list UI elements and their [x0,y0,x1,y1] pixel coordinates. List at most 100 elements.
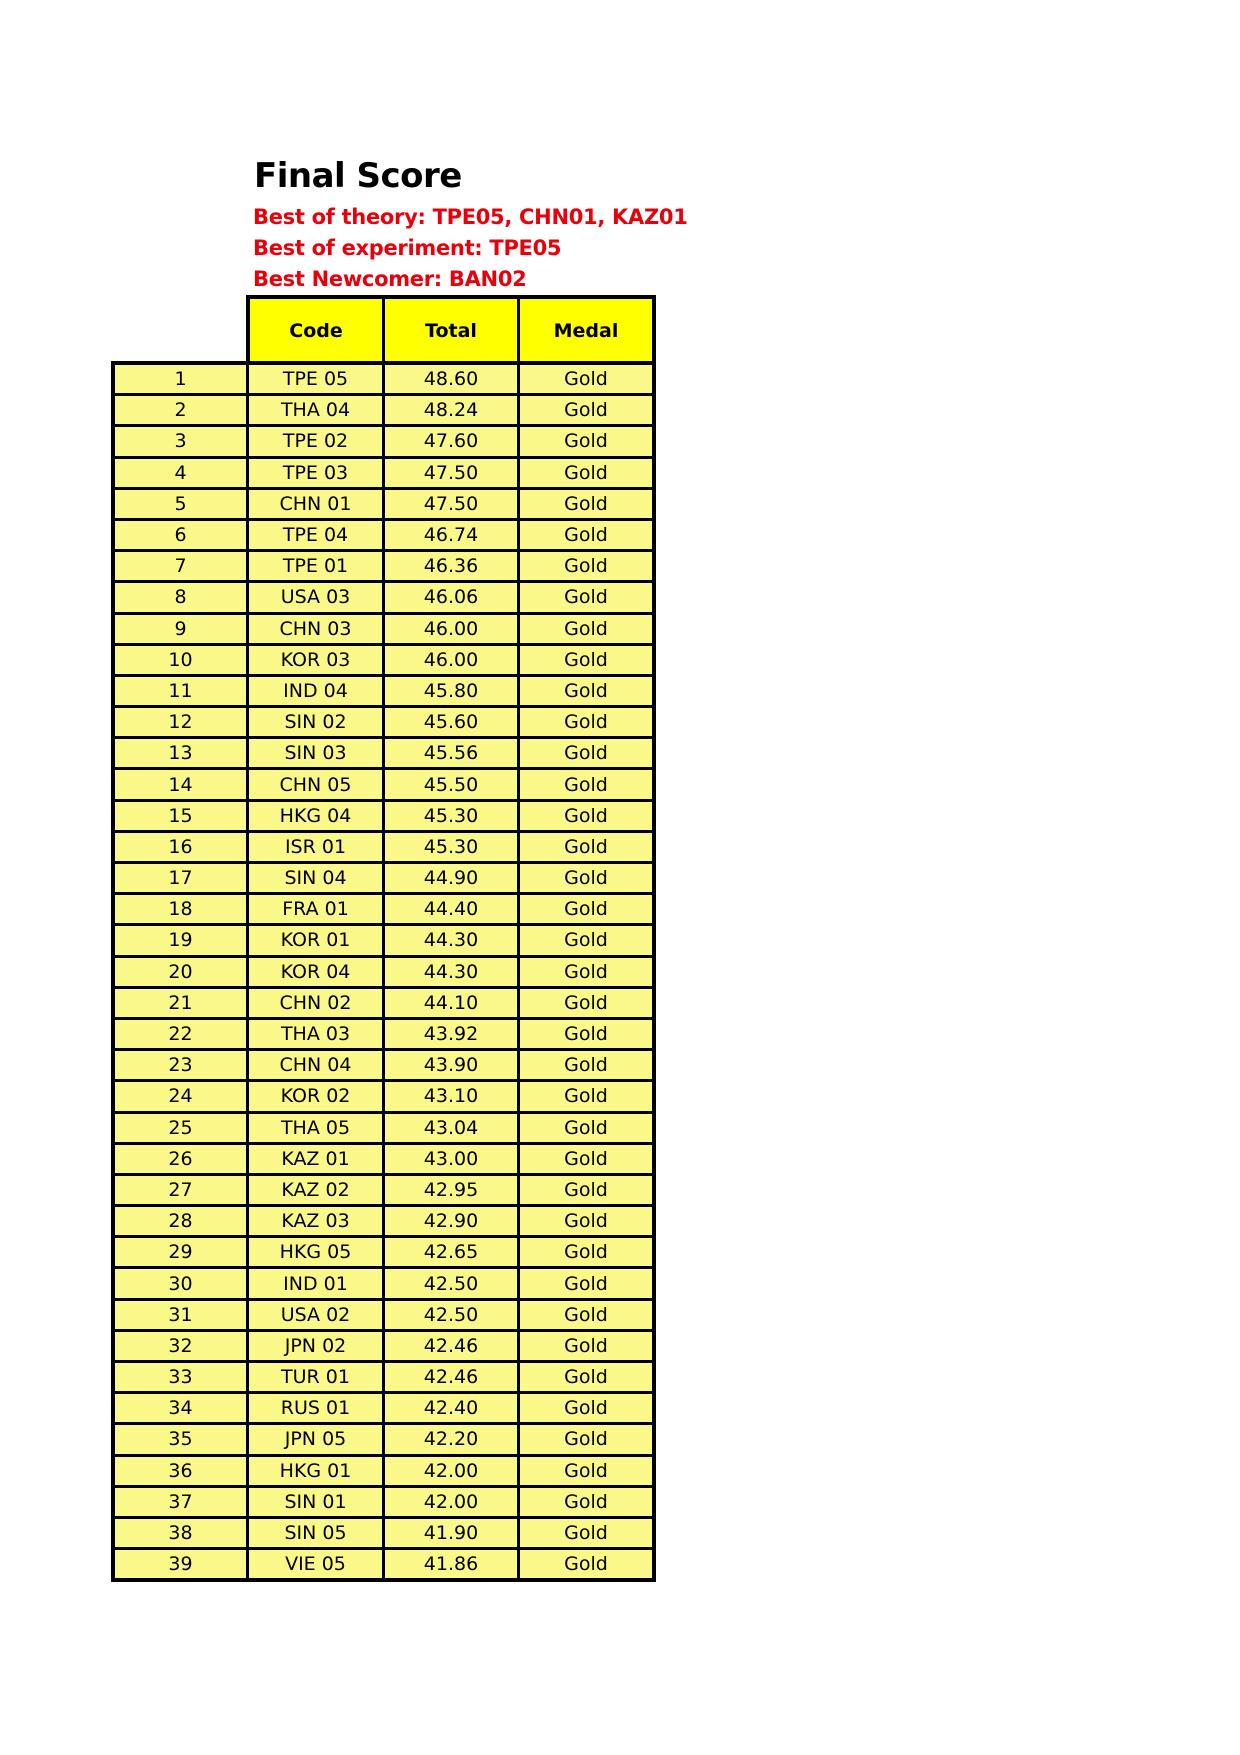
medal-cell: Gold [520,1331,652,1360]
medal-cell: Gold [520,1518,652,1548]
score-table: 1 TPE 05 48.60 Gold 2 THA 04 48.24 Gold 3 TPE 02 4… [111,361,656,1583]
code-cell: HKG 05 [249,1238,382,1267]
medal-cell: Gold [520,520,652,550]
code-cell: CHN 01 [249,489,382,518]
medal-cell: Gold [520,458,652,487]
code-cell: KAZ 02 [249,1175,382,1205]
total-cell: 48.24 [385,396,517,425]
rank-cell: 37 [115,1487,246,1516]
code-cell: CHN 05 [249,770,382,799]
total-cell: 45.30 [385,801,517,830]
rank-cell: 19 [115,926,246,955]
code-cell: KOR 04 [249,957,382,986]
total-cell: 45.56 [385,739,517,768]
rank-cell: 8 [115,583,246,612]
total-cell: 44.90 [385,864,517,893]
table-row: 1 TPE 05 48.60 Gold [115,365,652,394]
table-row: 20 KOR 04 44.30 Gold [115,957,652,986]
code-cell: TPE 04 [249,520,382,550]
total-cell: 44.40 [385,895,517,924]
medal-cell: Gold [520,1175,652,1205]
total-cell: 47.50 [385,458,517,487]
rank-cell: 39 [115,1550,246,1579]
rank-cell: 38 [115,1518,246,1548]
total-cell: 46.00 [385,614,517,643]
medal-cell: Gold [520,552,652,581]
table-row: 37 SIN 01 42.00 Gold [115,1487,652,1516]
table-row: 16 ISR 01 45.30 Gold [115,832,652,861]
medal-cell: Gold [520,1550,652,1579]
rank-cell: 1 [115,365,246,394]
medal-cell: Gold [520,708,652,737]
medal-cell: Gold [520,988,652,1017]
code-cell: SIN 02 [249,708,382,737]
medal-cell: Gold [520,1082,652,1111]
medal-cell: Gold [520,583,652,612]
code-cell: IND 01 [249,1269,382,1298]
medal-cell: Gold [520,832,652,861]
medal-cell: Gold [520,1019,652,1049]
total-cell: 43.10 [385,1082,517,1111]
table-row: 2 THA 04 48.24 Gold [115,396,652,425]
code-cell: JPN 05 [249,1425,382,1454]
total-cell: 46.74 [385,520,517,550]
table-row: 23 CHN 04 43.90 Gold [115,1051,652,1080]
total-cell: 44.30 [385,926,517,955]
rank-cell: 6 [115,520,246,550]
code-cell: USA 02 [249,1300,382,1329]
rank-cell: 20 [115,957,246,986]
rank-cell: 3 [115,427,246,456]
table-row: 7 TPE 01 46.36 Gold [115,552,652,581]
code-cell: SIN 01 [249,1487,382,1516]
total-cell: 43.92 [385,1019,517,1049]
code-cell: SIN 03 [249,739,382,768]
medal-cell: Gold [520,676,652,706]
table-row: 30 IND 01 42.50 Gold [115,1269,652,1298]
total-cell: 42.50 [385,1269,517,1298]
table-row: 9 CHN 03 46.00 Gold [115,614,652,643]
table-row: 6 TPE 04 46.74 Gold [115,520,652,550]
rank-cell: 12 [115,708,246,737]
column-header-code: Code [250,299,382,363]
table-row: 13 SIN 03 45.56 Gold [115,739,652,768]
rank-cell: 4 [115,458,246,487]
medal-cell: Gold [520,645,652,674]
code-cell: TUR 01 [249,1363,382,1392]
medal-cell: Gold [520,801,652,830]
total-cell: 45.80 [385,676,517,706]
code-cell: SIN 04 [249,864,382,893]
table-row: 33 TUR 01 42.46 Gold [115,1363,652,1392]
medal-cell: Gold [520,1456,652,1485]
rank-cell: 21 [115,988,246,1017]
rank-cell: 26 [115,1144,246,1173]
rank-cell: 2 [115,396,246,425]
award-theory: Best of theory: TPE05, CHN01, KAZ01 [253,205,688,229]
table-row: 18 FRA 01 44.40 Gold [115,895,652,924]
rank-cell: 17 [115,864,246,893]
rank-cell: 25 [115,1113,246,1142]
total-cell: 42.00 [385,1456,517,1485]
code-cell: USA 03 [249,583,382,612]
table-row: 5 CHN 01 47.50 Gold [115,489,652,518]
total-cell: 42.95 [385,1175,517,1205]
table-row: 25 THA 05 43.04 Gold [115,1113,652,1142]
code-cell: CHN 03 [249,614,382,643]
table-row: 28 KAZ 03 42.90 Gold [115,1207,652,1236]
rank-cell: 16 [115,832,246,861]
total-cell: 44.10 [385,988,517,1017]
code-cell: FRA 01 [249,895,382,924]
code-cell: KOR 01 [249,926,382,955]
medal-cell: Gold [520,1363,652,1392]
rank-cell: 10 [115,645,246,674]
table-row: 4 TPE 03 47.50 Gold [115,458,652,487]
rank-cell: 24 [115,1082,246,1111]
rank-cell: 18 [115,895,246,924]
table-row: 26 KAZ 01 43.00 Gold [115,1144,652,1173]
table-row: 36 HKG 01 42.00 Gold [115,1456,652,1485]
table-row: 12 SIN 02 45.60 Gold [115,708,652,737]
code-cell: TPE 01 [249,552,382,581]
total-cell: 47.50 [385,489,517,518]
total-cell: 42.46 [385,1363,517,1392]
code-cell: CHN 02 [249,988,382,1017]
total-cell: 42.90 [385,1207,517,1236]
